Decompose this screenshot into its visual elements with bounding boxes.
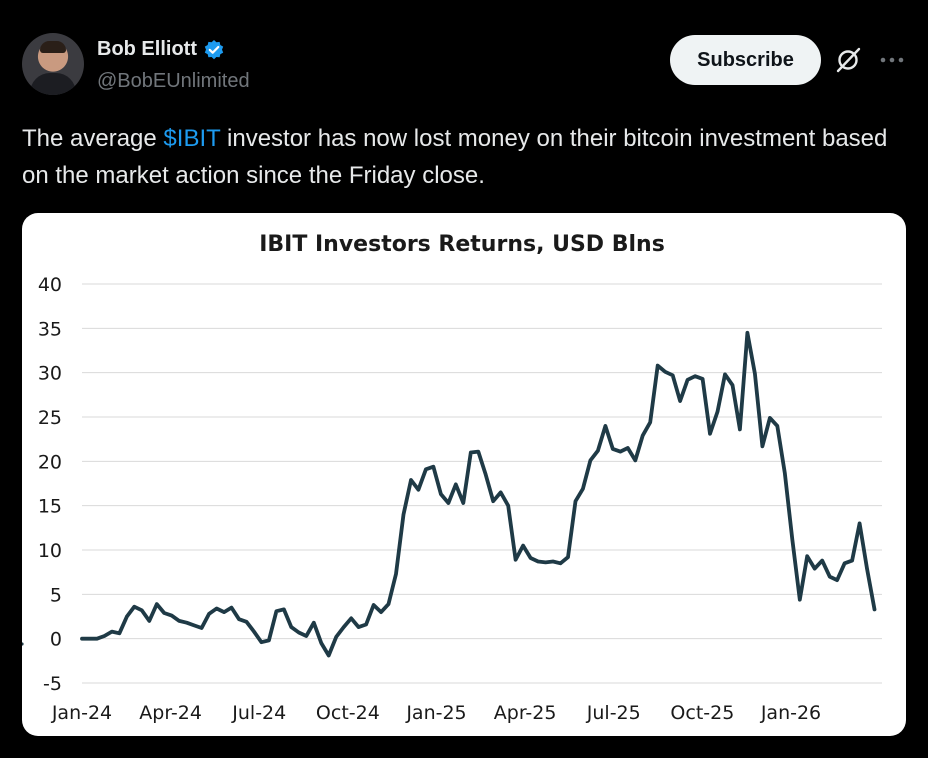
tweet-text-before: The average <box>22 125 164 152</box>
avatar[interactable] <box>22 33 84 95</box>
tweet-text-after: investor has now lost money on their bit… <box>22 125 888 189</box>
cashtag-link[interactable]: $IBIT <box>163 125 221 152</box>
verified-badge-icon <box>204 39 224 59</box>
y-tick-label: 25 <box>38 407 62 429</box>
y-tick-label: 5 <box>50 584 62 606</box>
x-tick-label: Jan-24 <box>51 702 112 724</box>
x-tick-label: Jan-26 <box>760 702 821 724</box>
x-tick-label: Jul-24 <box>231 702 286 724</box>
data-point <box>22 642 24 646</box>
more-options-icon[interactable] <box>878 48 906 72</box>
chart: IBIT Investors Returns, USD Blns 40 35 30 2… <box>22 232 882 724</box>
x-tick-label: Apr-25 <box>494 702 557 724</box>
x-tick-label: Oct-24 <box>316 702 380 724</box>
y-tick-label: 15 <box>38 496 62 518</box>
chart-title: IBIT Investors Returns, USD Blns <box>259 232 665 257</box>
author-handle[interactable]: @BobEUnlimited <box>97 70 250 92</box>
y-tick-label: 30 <box>38 363 62 385</box>
chart-card[interactable]: IBIT Investors Returns, USD Blns 40 35 30 2… <box>22 213 906 736</box>
x-axis-ticks: Jan-24 Apr-24 Jul-24 Oct-24 Jan-25 Apr-25 Jul-… <box>51 702 821 724</box>
subscribe-button[interactable]: Subscribe <box>670 35 821 85</box>
y-axis-ticks: 40 35 30 25 20 15 10 5 0 -5 <box>38 274 62 695</box>
data-points <box>22 331 877 658</box>
y-tick-label: 40 <box>38 274 62 296</box>
x-tick-label: Apr-24 <box>139 702 202 724</box>
author-name-row: Bob Elliott <box>97 38 225 61</box>
chart-gridlines <box>82 283 882 684</box>
y-tick-label: 10 <box>38 540 62 562</box>
grok-icon[interactable] <box>834 46 862 74</box>
series-line-ibit-returns <box>80 330 877 658</box>
author-display-name[interactable]: Bob Elliott <box>97 38 197 60</box>
avatar-hair <box>40 41 66 53</box>
y-tick-label: 35 <box>38 318 62 340</box>
y-tick-label: 20 <box>38 451 62 473</box>
x-tick-label: Oct-25 <box>670 702 734 724</box>
y-tick-label: -5 <box>43 673 62 695</box>
y-tick-label: 0 <box>50 629 62 651</box>
tweet-text: The average $IBIT investor has now lost … <box>22 120 912 194</box>
avatar-shirt <box>30 73 76 95</box>
x-tick-label: Jul-25 <box>586 702 641 724</box>
x-tick-label: Jan-25 <box>405 702 466 724</box>
